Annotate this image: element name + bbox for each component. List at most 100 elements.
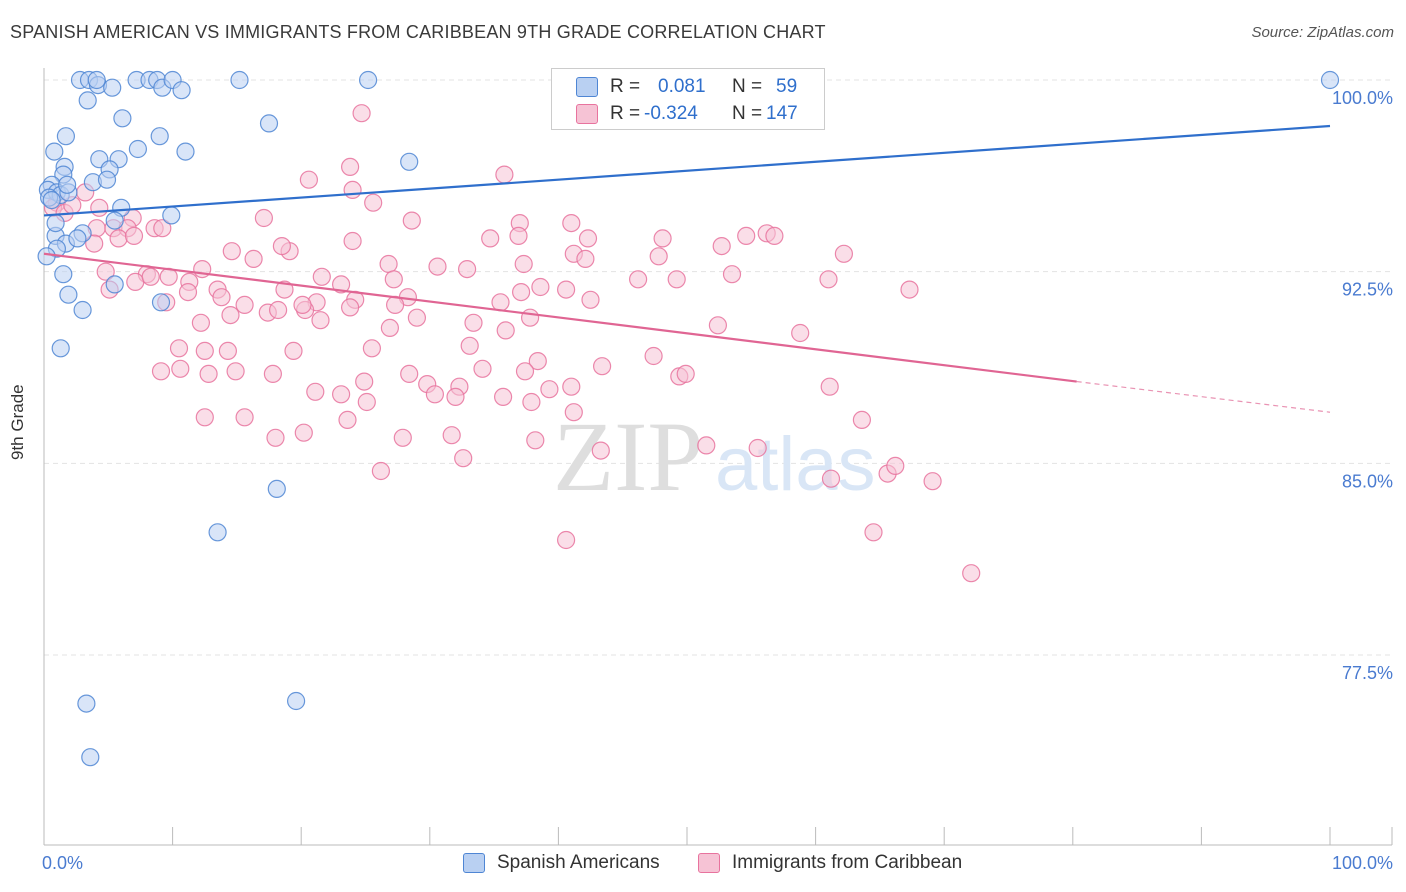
caribbean-point [357, 392, 376, 412]
caribbean-point [195, 341, 214, 360]
spanish-american-points [37, 70, 1340, 767]
caribbean-point [531, 277, 550, 297]
spanish-american-point [105, 275, 124, 294]
n-label: N = [732, 103, 763, 124]
caribbean-point [343, 180, 362, 199]
caribbean-point [141, 267, 160, 286]
legend-label-pink: Immigrants from Caribbean [732, 852, 963, 873]
caribbean-point [379, 254, 398, 274]
caribbean-point [85, 234, 104, 253]
caribbean-point [364, 193, 383, 212]
caribbean-point [362, 339, 381, 358]
caribbean-point [191, 313, 210, 332]
caribbean-point [649, 247, 668, 266]
spanish-american-point [56, 127, 76, 146]
caribbean-point [864, 523, 883, 542]
caribbean-point [341, 157, 360, 176]
caribbean-point [515, 362, 535, 381]
caribbean-point [528, 352, 547, 371]
caribbean-point [311, 311, 330, 330]
caribbean-point [454, 449, 473, 468]
caribbean-point [592, 357, 612, 376]
blue-n-value: 59 [776, 76, 798, 97]
caribbean-point [491, 293, 510, 312]
caribbean-point [653, 229, 672, 248]
spanish-american-point [128, 139, 147, 159]
caribbean-point [514, 254, 533, 274]
caribbean-point [962, 564, 981, 583]
caribbean-point [676, 364, 695, 383]
spanish-american-point [103, 78, 122, 97]
caribbean-point [124, 226, 144, 245]
caribbean-point [522, 392, 541, 412]
caribbean-point [235, 295, 254, 314]
stats-row-blue: R = 0.081 N = 59 [552, 74, 824, 100]
caribbean-point [578, 229, 598, 248]
caribbean-point [494, 387, 513, 406]
caribbean-point [464, 313, 483, 332]
caribbean-point [306, 382, 325, 401]
legend: Spanish Americans Immigrants from Caribb… [0, 852, 1406, 878]
spanish-american-point [287, 691, 306, 711]
caribbean-point [481, 229, 500, 248]
caribbean-point [511, 283, 531, 302]
spanish-american-point [208, 523, 227, 542]
caribbean-point [540, 380, 559, 399]
caribbean-point [852, 410, 872, 429]
caribbean-point [428, 257, 447, 276]
caribbean-point [221, 306, 240, 325]
pink-r-value: -0.324 [644, 103, 698, 124]
caribbean-point [171, 359, 190, 378]
caribbean-point [819, 270, 838, 289]
spanish-american-point [78, 91, 97, 110]
caribbean-point [275, 280, 294, 299]
spanish-american-point [37, 247, 56, 266]
caribbean-point [352, 104, 371, 123]
caribbean-point [460, 336, 479, 355]
blue-swatch [576, 77, 598, 97]
caribbean-point [266, 428, 285, 447]
caribbean-point [520, 308, 540, 327]
caribbean-point [791, 323, 810, 343]
caribbean-point [235, 408, 254, 427]
caribbean-point [708, 316, 728, 335]
caribbean-point [332, 385, 351, 404]
caribbean-trend-line [43, 252, 1077, 383]
caribbean-point [425, 385, 444, 404]
caribbean-point [380, 318, 399, 337]
gridlines [44, 79, 1392, 656]
caribbean-point [712, 237, 731, 256]
caribbean-point [495, 165, 514, 184]
spanish-american-point [45, 142, 64, 161]
caribbean-point [446, 387, 465, 406]
caribbean-point [591, 441, 610, 460]
caribbean-point [526, 431, 545, 450]
caribbean-point [222, 242, 241, 261]
caribbean-point [269, 300, 288, 320]
caribbean-point [407, 308, 426, 327]
caribbean-point [834, 244, 854, 263]
caribbean-point [667, 270, 686, 289]
caribbean-point [564, 403, 583, 422]
caribbean-point [355, 372, 374, 391]
caribbean-point [473, 359, 492, 378]
caribbean-point [562, 214, 581, 233]
spanish-american-point [105, 211, 124, 230]
stats-box: R = 0.081 N = 59 R = -0.324 N = 147 [551, 68, 825, 130]
legend-label-blue: Spanish Americans [497, 852, 660, 873]
spanish-american-point [162, 206, 181, 225]
stats-row-pink: R = -0.324 N = 147 [552, 101, 824, 127]
spanish-american-point [87, 70, 106, 90]
caribbean-point [562, 377, 581, 396]
caribbean-point [442, 426, 461, 445]
spanish-american-point [230, 70, 249, 90]
legend-item-spanish-americans: Spanish Americans [463, 852, 660, 874]
spanish-american-trend-line [43, 124, 1331, 217]
caribbean-point [212, 288, 231, 307]
r-label: R = [610, 76, 641, 97]
caribbean-point [821, 469, 841, 488]
caribbean-point [644, 346, 663, 366]
spanish-american-point [113, 109, 132, 128]
caribbean-point [737, 226, 756, 245]
